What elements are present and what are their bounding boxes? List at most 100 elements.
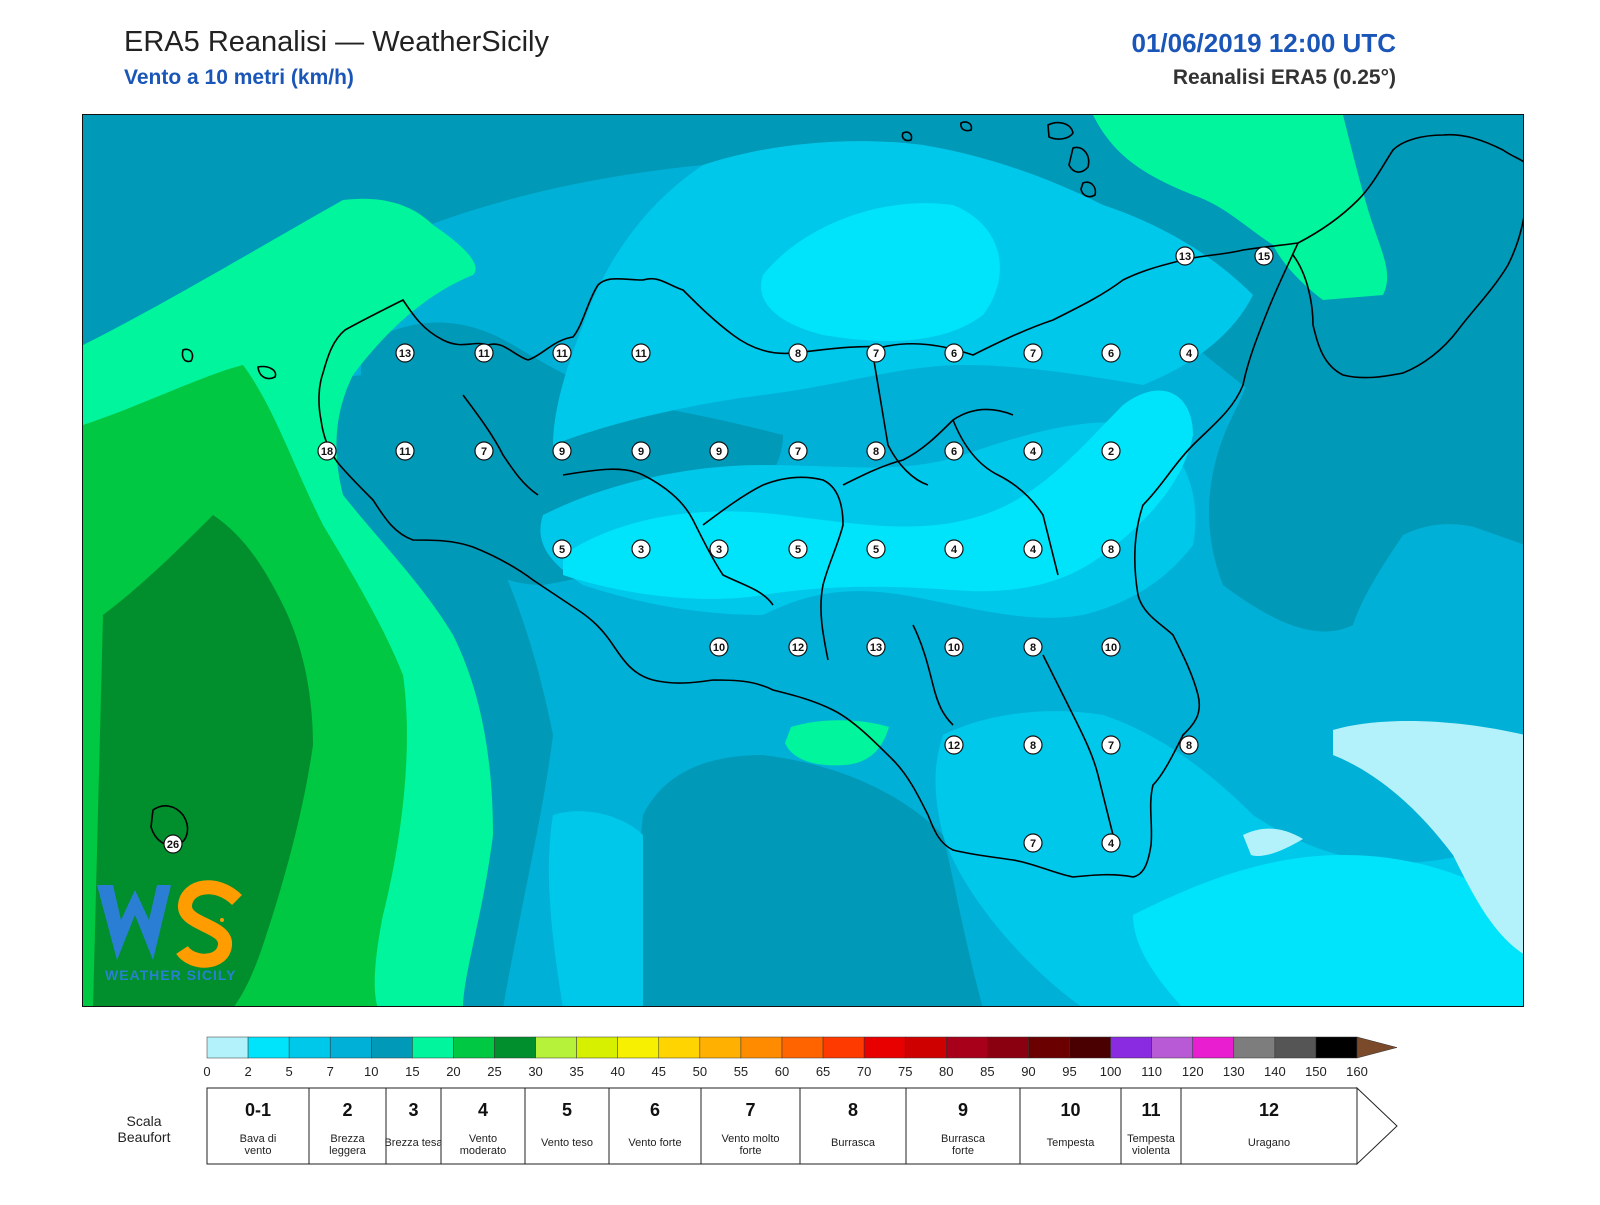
station-value: 26: [167, 839, 179, 851]
station-value: 7: [873, 348, 879, 360]
beaufort-name: Brezza leggera: [329, 1133, 367, 1157]
beaufort-box: [440, 1087, 526, 1165]
colorbar-box: [987, 1036, 1029, 1059]
station-circle: [1023, 735, 1043, 755]
colorbar-box: [1069, 1036, 1111, 1059]
zone-0-2: [1333, 720, 1523, 954]
zone-2-5: [1133, 855, 1523, 1006]
station-marker: 3: [631, 539, 651, 559]
station-marker: 10: [944, 637, 964, 657]
station-marker: 8: [1101, 539, 1121, 559]
beaufort-class: 12 Uragano: [1180, 1087, 1358, 1165]
station-circle: [1023, 539, 1043, 559]
beaufort-name: Burrasca: [831, 1137, 876, 1149]
beaufort-name: Tempesta: [1047, 1137, 1096, 1149]
station-circle: [709, 539, 729, 559]
beaufort-class: 2 Brezza leggera: [308, 1087, 387, 1165]
colorbar-box: [329, 1036, 372, 1059]
station-circle: [866, 441, 886, 461]
colorbar-box: [1151, 1036, 1193, 1059]
station-marker: 9: [631, 441, 651, 461]
station-value: 3: [716, 544, 722, 556]
station-marker: 5: [552, 539, 572, 559]
beaufort-box: [385, 1087, 442, 1165]
station-value: 12: [948, 740, 960, 752]
station-marker: 13: [395, 343, 415, 363]
colorbar-tick-label: 0: [203, 1064, 210, 1079]
island-lipari: [1068, 146, 1090, 173]
beaufort-box: [1019, 1087, 1122, 1165]
station-value: 2: [1108, 446, 1114, 458]
beaufort-number: 8: [848, 1100, 858, 1120]
beaufort-class: 10 Tempesta: [1019, 1087, 1122, 1165]
station-value: 9: [716, 446, 722, 458]
station-circle: [944, 441, 964, 461]
beaufort-arrow: [1356, 1086, 1398, 1166]
station-circle: [552, 343, 572, 363]
map-subtitle: Vento a 10 metri (km/h): [124, 66, 354, 89]
colorbar-tick-label: 100: [1100, 1064, 1122, 1079]
station-value: 8: [1030, 642, 1036, 654]
colorbar-tick-label: 35: [569, 1064, 583, 1079]
island-salina: [1047, 121, 1074, 140]
station-circle: [944, 735, 964, 755]
colorbar-boxes: [206, 1036, 1398, 1059]
coastline-main: [318, 242, 1300, 878]
beaufort-class: 8 Burrasca: [799, 1087, 907, 1165]
colorbar-box: [904, 1036, 947, 1059]
station-circle: [944, 343, 964, 363]
colorbar-box: [617, 1036, 660, 1059]
colorbar-box: [1233, 1036, 1276, 1059]
colorbar-tick-label: 110: [1141, 1064, 1162, 1079]
zone-10-15: [1209, 146, 1523, 632]
station-marker: 13: [1175, 246, 1195, 266]
colorbar-tick-label: 5: [286, 1064, 293, 1079]
station-marker: 8: [1179, 735, 1199, 755]
station-circle: [944, 637, 964, 657]
logo-text: WEATHER SICILY: [105, 967, 236, 983]
beaufort-name: Vento molto forte: [721, 1133, 779, 1157]
station-value: 7: [795, 446, 801, 458]
station-value: 6: [951, 446, 957, 458]
station-value: 8: [1108, 544, 1114, 556]
beaufort-number: 12: [1259, 1100, 1279, 1120]
station-value: 5: [873, 544, 879, 556]
colorbar-box: [494, 1036, 536, 1059]
station-circle: [1175, 246, 1195, 266]
station-value: 4: [1030, 446, 1037, 458]
beaufort-name: Burrasca forte: [941, 1133, 986, 1157]
colorbar-ticks: 0 2 5 7 10 15 20 25 30 35 40 45 50 55 60 65 70 75 80 85 90 95…: [203, 1064, 1367, 1079]
colorbar-tick-label: 140: [1264, 1064, 1286, 1079]
beaufort-name: Vento teso: [541, 1137, 593, 1149]
station-value: 9: [638, 446, 644, 458]
colorbar-tick-label: 90: [1021, 1064, 1035, 1079]
station-value: 5: [559, 544, 565, 556]
station-value: 11: [399, 446, 411, 458]
station-value: 5: [795, 544, 801, 556]
calabria-coast: [1292, 133, 1523, 379]
station-value: 15: [1258, 251, 1270, 263]
colorbar-box: [412, 1036, 454, 1059]
station-circle: [474, 441, 494, 461]
beaufort-box: [608, 1087, 702, 1165]
sicily-coastline: [150, 121, 1523, 878]
station-value: 8: [873, 446, 879, 458]
colorbar-tick-label: 40: [610, 1064, 624, 1079]
colorbar-box: [206, 1036, 249, 1059]
colorbar-tick-label: 20: [446, 1064, 460, 1079]
station-circle: [1023, 833, 1043, 853]
station-circle: [1023, 441, 1043, 461]
station-circle: [788, 441, 808, 461]
beaufort-class: 0-1 Bava di vento: [206, 1087, 310, 1165]
colorbar-box: [740, 1036, 783, 1059]
colorbar-box: [658, 1036, 701, 1059]
station-marker: 7: [866, 343, 886, 363]
colorbar-tick-label: 45: [652, 1064, 666, 1079]
colorbar-tick-label: 10: [364, 1064, 378, 1079]
station-marker: 3: [709, 539, 729, 559]
colorbar-box: [1192, 1036, 1235, 1059]
beaufort-class: 3 Brezza tesa: [384, 1087, 443, 1165]
data-source: Reanalisi ERA5 (0.25°): [1172, 66, 1396, 89]
station-value: 8: [1186, 740, 1192, 752]
province-borders: [462, 354, 1114, 836]
